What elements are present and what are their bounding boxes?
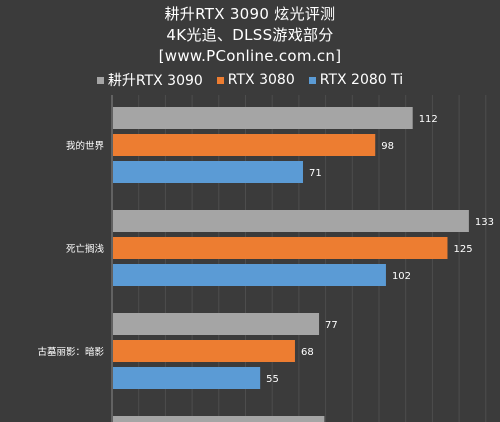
bar xyxy=(113,264,386,286)
bar xyxy=(113,161,303,183)
value-label: 102 xyxy=(392,271,411,282)
legend-item-2080ti: RTX 2080 Ti xyxy=(308,70,404,90)
bar xyxy=(113,416,325,422)
legend-item-3080: RTX 3080 xyxy=(216,70,295,90)
title-line-3: [www.PConline.com.cn] xyxy=(158,47,342,65)
value-label: 68 xyxy=(301,347,314,358)
category-label: 古墓丽影：暗影 xyxy=(37,346,104,358)
category-label: 我的世界 xyxy=(66,140,105,152)
legend-item-3090: 耕升RTX 3090 xyxy=(96,70,203,90)
legend: 耕升RTX 3090 RTX 3080 RTX 2080 Ti xyxy=(0,70,500,90)
legend-label-2080ti: RTX 2080 Ti xyxy=(319,72,404,88)
value-label: 77 xyxy=(325,320,338,331)
value-label: 112 xyxy=(419,114,438,125)
legend-label-3090: 耕升RTX 3090 xyxy=(107,73,203,89)
bar xyxy=(113,313,320,335)
value-label: 98 xyxy=(381,141,394,152)
value-label: 133 xyxy=(475,217,494,228)
legend-swatch-3090 xyxy=(96,76,104,84)
title-line-2: 4K光追、DLSS游戏部分 xyxy=(166,26,334,44)
legend-swatch-3080 xyxy=(216,76,224,84)
title-line-1: 耕升RTX 3090 炫光评测 xyxy=(164,5,336,23)
bars xyxy=(113,107,469,422)
bar xyxy=(113,340,295,362)
bar xyxy=(113,210,469,232)
value-label: 55 xyxy=(266,374,279,385)
category-label: 死亡搁浅 xyxy=(66,243,105,255)
legend-label-3080: RTX 3080 xyxy=(227,72,295,88)
bar xyxy=(113,367,261,389)
value-labels: 112987113312510277685579 xyxy=(266,114,494,385)
legend-swatch-2080ti xyxy=(308,76,316,84)
value-label: 125 xyxy=(453,244,472,255)
bar xyxy=(113,237,448,259)
value-label: 71 xyxy=(309,168,322,179)
chart-title: 耕升RTX 3090 炫光评测 4K光追、DLSS游戏部分 [www.PConl… xyxy=(0,4,500,67)
bar xyxy=(113,107,413,129)
bar xyxy=(113,134,376,156)
